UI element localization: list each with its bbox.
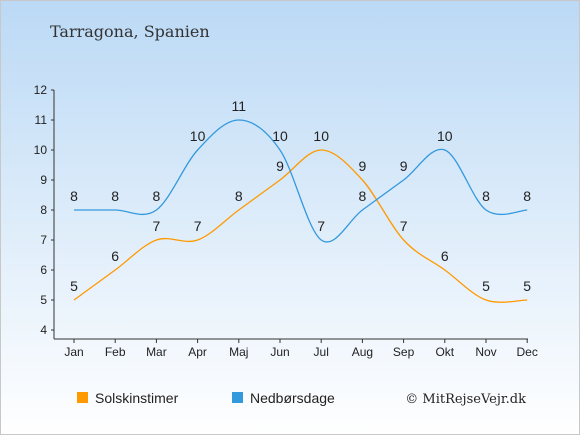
data-label-solskinstimer: 6 (441, 248, 449, 264)
data-label-solskinstimer: 8 (235, 188, 243, 204)
data-label-nedborsdage: 10 (437, 128, 453, 144)
data-label-nedborsdage: 8 (523, 188, 531, 204)
x-tick-label: Jul (314, 345, 329, 359)
data-label-solskinstimer: 7 (153, 218, 161, 234)
x-tick-label: Apr (188, 345, 207, 359)
data-label-solskinstimer: 10 (313, 128, 329, 144)
x-tick-label: Aug (352, 345, 373, 359)
data-label-nedborsdage: 8 (153, 188, 161, 204)
legend: Solskinstimer Nedbørsdage (77, 390, 335, 406)
y-tick-label: 4 (40, 323, 47, 337)
series-line-solskinstimer (73, 149, 528, 303)
data-label-nedborsdage: 9 (400, 158, 408, 174)
data-label-solskinstimer: 7 (194, 218, 202, 234)
data-label-nedborsdage: 10 (272, 128, 288, 144)
data-label-solskinstimer: 6 (111, 248, 119, 264)
series-line-nedborsdage (73, 119, 528, 243)
legend-label-nedborsdage: Nedbørsdage (250, 390, 335, 406)
data-label-solskinstimer: 5 (523, 278, 531, 294)
data-labels: 5 6 7 7 8 9 10 9 7 6 5 5 8 8 8 10 11 10 7 8 9 10 8 8 (70, 98, 531, 294)
data-label-solskinstimer: 5 (482, 278, 490, 294)
credit-text: © MitRejseVejr.dk (405, 392, 526, 407)
data-label-nedborsdage: 8 (111, 188, 119, 204)
x-tick-label: Maj (229, 345, 248, 359)
x-tick-label: Sep (393, 345, 415, 359)
chart-title: Tarragona, Spanien (50, 22, 210, 41)
y-tick-label: 6 (40, 263, 47, 277)
data-label-solskinstimer: 9 (359, 158, 367, 174)
legend-swatch-solskinstimer (77, 392, 88, 403)
data-label-nedborsdage: 8 (482, 188, 490, 204)
x-tick-label: Nov (475, 345, 496, 359)
x-tick-label: Okt (435, 345, 454, 359)
data-label-nedborsdage: 8 (359, 188, 367, 204)
x-tick-label: Dec (517, 345, 538, 359)
x-tick-label: Jun (270, 345, 289, 359)
data-label-solskinstimer: 5 (70, 278, 78, 294)
y-tick-label: 7 (40, 233, 47, 247)
x-tick-label: Feb (105, 345, 126, 359)
x-tick-label: Mar (146, 345, 167, 359)
y-tick-label: 11 (35, 113, 48, 127)
data-label-nedborsdage: 11 (232, 98, 247, 114)
data-label-solskinstimer: 7 (400, 218, 408, 234)
chart-axes: 4 5 6 7 8 9 10 11 12 Jan Feb Mar Apr Maj Jun Jul Aug Sep O… (34, 83, 538, 359)
data-label-nedborsdage: 7 (317, 218, 325, 234)
series-layer (73, 119, 528, 303)
y-tick-label: 12 (34, 83, 48, 97)
y-tick-label: 5 (40, 293, 47, 307)
data-label-solskinstimer: 9 (276, 158, 284, 174)
y-tick-label: 10 (34, 143, 48, 157)
data-label-nedborsdage: 8 (70, 188, 78, 204)
legend-label-solskinstimer: Solskinstimer (95, 390, 179, 406)
y-tick-label: 8 (40, 203, 47, 217)
x-tick-label: Jan (64, 345, 83, 359)
y-tick-label: 9 (40, 173, 47, 187)
legend-swatch-nedborsdage (232, 392, 243, 403)
data-label-nedborsdage: 10 (190, 128, 206, 144)
